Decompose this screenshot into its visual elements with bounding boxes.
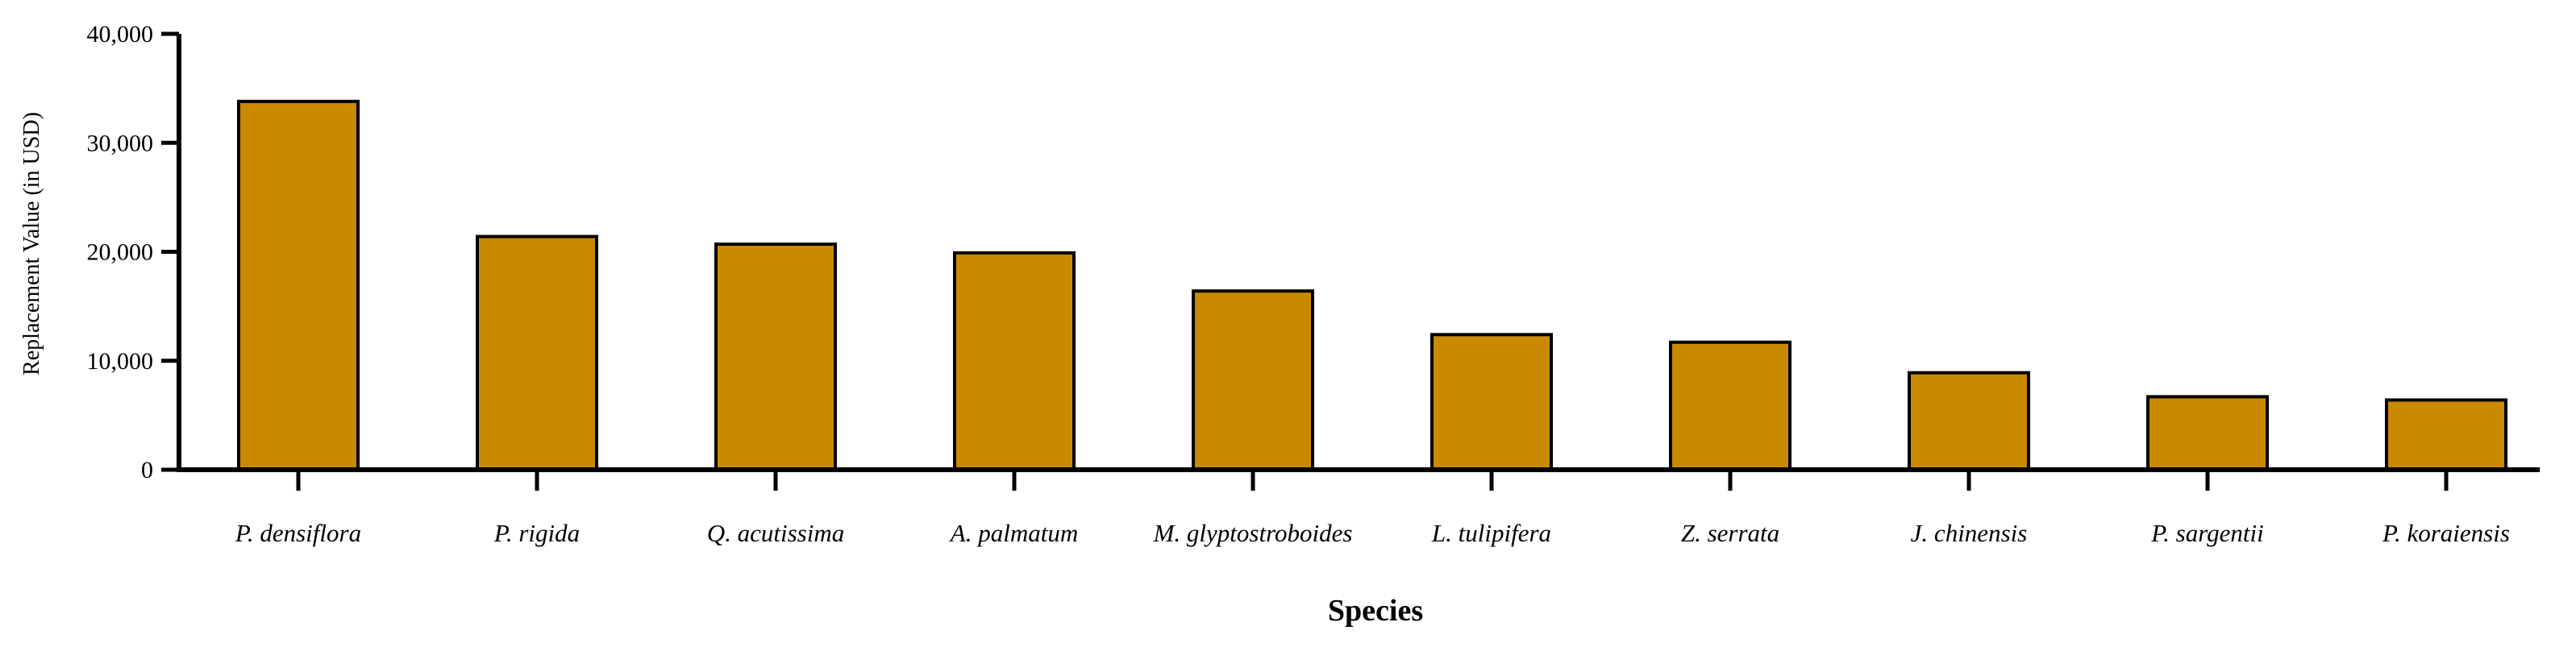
bar [953,251,1076,471]
y-tick-label: 30,000 [87,130,154,156]
x-tick-label: P. koraiensis [2382,519,2510,547]
bar [1192,289,1314,471]
x-tick-label: Z. serrata [1681,519,1779,547]
x-ticks: P. densiflora P. rigida Q. acutissima A. pa… [235,470,2510,547]
bar [237,99,360,471]
bar [714,243,837,471]
bars-layer [237,99,2507,472]
x-tick-label: A. palmatum [949,519,1078,547]
bar [2385,398,2507,471]
y-axis-title: Replacement Value (in USD) [19,112,44,375]
bar [2146,395,2269,472]
bar [1669,340,1792,471]
y-tick-label: 40,000 [87,21,154,48]
bar [1430,333,1553,472]
x-tick-label: J. chinensis [1911,519,2028,547]
y-tick-label: 20,000 [87,239,154,266]
x-tick-label: P. sargentii [2150,519,2264,547]
y-tick-label: 0 [141,457,153,483]
bar [1908,371,2030,471]
bar [476,234,598,471]
y-ticks: 0 10,000 20,000 30,000 40,000 [87,21,179,483]
x-tick-label: P. densiflora [235,519,361,547]
x-tick-label: M. glyptostroboides [1153,519,1353,547]
x-tick-label: P. rigida [493,519,580,547]
x-axis-title: Species [1328,594,1423,628]
y-tick-label: 10,000 [87,348,154,375]
x-tick-label: Q. acutissima [707,519,845,547]
x-tick-label: L. tulipifera [1431,519,1551,547]
